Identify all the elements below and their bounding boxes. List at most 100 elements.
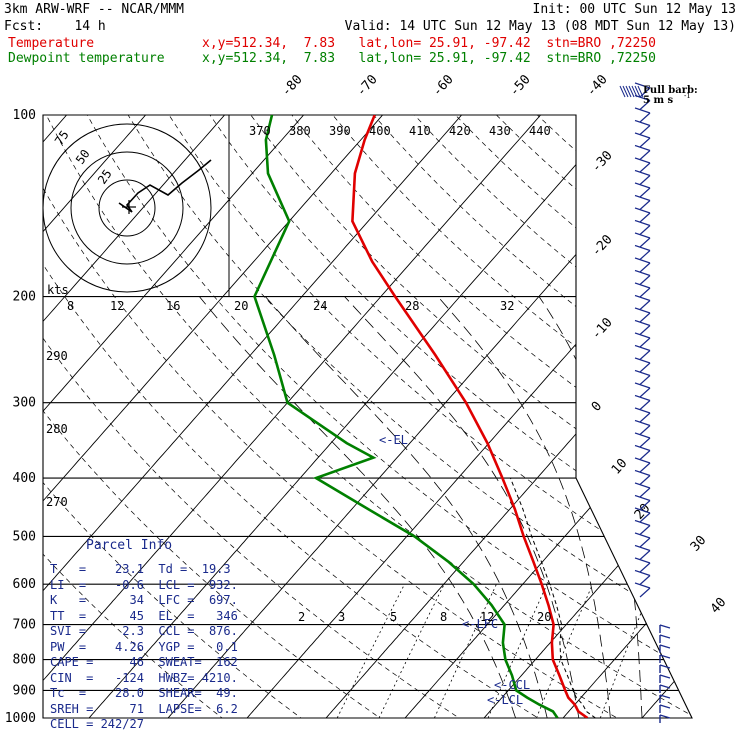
dry-adiabat-line — [577, 115, 692, 718]
wind-barb — [639, 200, 651, 210]
wind-barb — [634, 569, 651, 577]
wind-barb — [634, 532, 651, 539]
mixing-ratio-label: 20 — [537, 610, 551, 624]
wind-barb — [639, 575, 651, 585]
wind-barb — [659, 634, 671, 639]
isotherm-label: -70 — [354, 72, 381, 99]
wind-barb — [639, 525, 651, 535]
wind-barb — [634, 394, 651, 402]
wind-barb — [639, 400, 651, 410]
mixing-ratio-label: 16 — [166, 299, 180, 313]
wind-barb — [634, 307, 651, 314]
wind-barb — [634, 94, 651, 102]
parcel-info-row: T = 23.1 Td = 19.3 — [50, 562, 231, 576]
barb-legend-sample — [625, 85, 632, 98]
wind-barb — [634, 244, 651, 252]
dry-adiabat-line — [43, 115, 560, 718]
dry-adiabat-line — [43, 115, 239, 718]
wind-barb — [639, 212, 651, 223]
wind-barb — [639, 262, 651, 273]
parcel-info-row: LI = -0.6 LCL = 932. — [50, 577, 238, 592]
temperature-location-info: x,y=512.34, 7.83 lat,lon= 25.91, -97.42 … — [202, 36, 656, 51]
wind-barb — [639, 162, 651, 173]
wind-barb — [634, 544, 651, 552]
wind-barb — [659, 624, 671, 629]
isotherm-line — [43, 115, 316, 718]
wind-barb — [634, 419, 651, 427]
isotherm-label: -60 — [430, 72, 457, 99]
wind-barb — [639, 475, 651, 485]
wind-barb — [634, 107, 651, 114]
barb-legend-units: 5 m s — [643, 95, 674, 106]
wind-barb — [634, 469, 651, 477]
level-annotation: <-EL — [379, 433, 408, 447]
isotherm-label: -50 — [507, 72, 534, 99]
wind-barb — [639, 100, 651, 110]
mixing-ratio-label: 12 — [480, 610, 494, 624]
barb-legend-sample — [631, 85, 638, 98]
wind-barb — [639, 287, 651, 298]
wind-barb — [634, 507, 651, 514]
dry-adiabat-line — [496, 115, 692, 718]
wind-barb — [639, 375, 651, 385]
isotherm-label: 10 — [609, 456, 631, 478]
isotherm-label: 30 — [688, 533, 710, 555]
wind-barb — [634, 132, 651, 139]
level-annotation: <-LCL — [487, 693, 523, 707]
wind-barb — [639, 275, 651, 285]
wind-barb — [659, 654, 671, 659]
hodograph-ring — [98, 179, 156, 237]
theta-label: 270 — [46, 495, 68, 509]
level-annotation: <-LFC — [462, 617, 498, 631]
wind-barb — [639, 537, 651, 548]
moist-adiabat-line — [344, 296, 580, 718]
temperature-legend-label: Temperature — [8, 36, 95, 51]
barb-legend-sample — [637, 85, 644, 98]
wind-barb — [634, 457, 651, 464]
wind-barb — [634, 344, 651, 352]
wind-barb — [639, 300, 651, 310]
dry-adiabat-line — [291, 115, 692, 718]
wind-barb — [634, 144, 651, 152]
isotherm-line — [710, 102, 740, 731]
isotherm-label: -20 — [589, 232, 616, 259]
isotherm-label: -10 — [589, 315, 616, 342]
pressure-tick-label: 700 — [13, 618, 36, 633]
level-annotation: <-CCL — [494, 678, 530, 692]
dry-adiabat-line — [43, 115, 399, 718]
dry-adiabat-line — [45, 115, 692, 718]
dry-adiabat-line — [618, 115, 692, 718]
wind-barb — [659, 694, 671, 699]
hodograph-ring — [42, 123, 212, 293]
hodograph-ring-label: 50 — [73, 147, 93, 167]
wind-barb — [659, 714, 671, 719]
parcel-info-row: PW = 4.26 YGP = 0.1 — [50, 639, 238, 654]
wind-barb — [634, 519, 651, 527]
dry-adiabat-line — [455, 115, 692, 718]
wind-barb — [634, 407, 651, 414]
wind-barb — [634, 444, 651, 452]
isotherm-line — [43, 115, 474, 718]
temperature-profile — [351, 115, 589, 718]
init-time: Init: 00 UTC Sun 12 May 13 — [532, 2, 737, 17]
parcel-info-panel: Parcel Info T = 23.1 Td = 19.3 LI = -0.6 … — [50, 538, 238, 731]
wind-barb — [639, 425, 651, 435]
isotherm-line — [393, 115, 692, 718]
wind-barb — [634, 157, 651, 164]
wind-barb — [634, 294, 651, 302]
wind-barb — [639, 562, 651, 573]
isotherm-label: -40 — [584, 72, 611, 99]
valid-time: Valid: 14 UTC Sun 12 May 13 (08 MDT Sun … — [344, 19, 736, 34]
pressure-tick-label: 1000 — [5, 711, 36, 726]
wind-barb — [634, 82, 651, 89]
isotherm-line — [77, 115, 632, 718]
isotherm-line — [472, 115, 692, 718]
wind-barb — [639, 437, 651, 448]
wind-barb — [639, 462, 651, 473]
parcel-info-title: Parcel Info — [86, 538, 173, 553]
wind-barb — [659, 704, 671, 709]
dry-adiabat-line — [43, 115, 640, 718]
wind-barb — [634, 582, 651, 589]
wind-barb — [634, 182, 651, 189]
